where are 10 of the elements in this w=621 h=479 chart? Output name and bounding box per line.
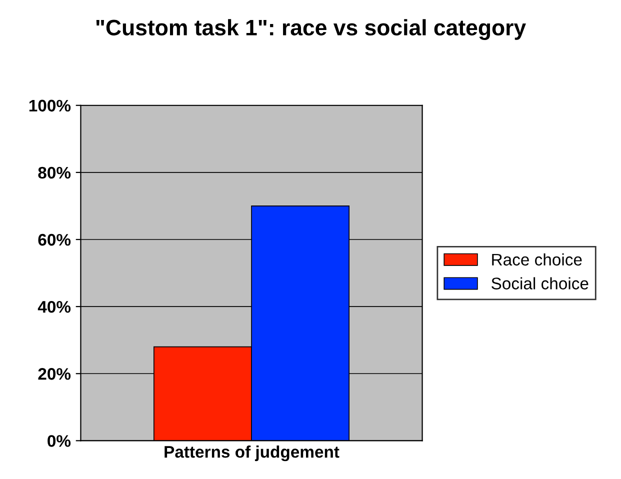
y-tick-label: 80% bbox=[38, 166, 71, 179]
y-tick-label: 40% bbox=[38, 300, 71, 313]
y-tick-label: 100% bbox=[29, 100, 71, 112]
x-tick-label: Patterns of judgement bbox=[164, 446, 340, 462]
y-tick-label: 60% bbox=[38, 234, 71, 246]
legend-label: Social choice bbox=[492, 277, 588, 290]
y-tick-label: 20% bbox=[38, 368, 71, 380]
chart-title: "Custom task 1": race vs social category bbox=[96, 19, 526, 40]
legend-label: Race choice bbox=[492, 253, 582, 266]
y-tick-label: 0% bbox=[48, 435, 71, 447]
